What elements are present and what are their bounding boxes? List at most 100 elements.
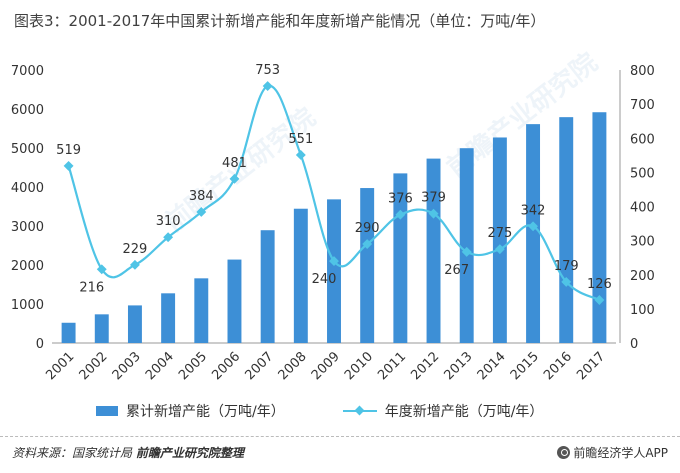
right-tick-label: 100 — [630, 303, 655, 318]
data-label: 310 — [156, 214, 181, 229]
data-label: 379 — [421, 191, 446, 206]
left-tick-label: 1000 — [11, 298, 44, 313]
left-tick-label: 3000 — [11, 220, 44, 235]
brand: 前瞻经济学人APP — [557, 444, 668, 461]
x-tick-label: 2009 — [309, 349, 343, 383]
line-series — [63, 81, 605, 305]
legend-label-cumulative: 累计新增产能（万吨/年） — [126, 404, 285, 420]
x-tick-label: 2010 — [342, 349, 376, 383]
data-label: 376 — [388, 192, 413, 207]
bar — [459, 148, 474, 343]
bar — [293, 208, 308, 343]
right-tick-label: 400 — [630, 201, 655, 216]
legend-item-annual: 年度新增产能（万吨/年） — [342, 401, 544, 421]
footer-divider — [0, 436, 680, 437]
data-label: 229 — [123, 242, 148, 257]
left-tick-label: 4000 — [11, 181, 44, 196]
line-point — [428, 208, 439, 219]
bar — [360, 188, 375, 343]
bar — [327, 199, 341, 343]
source-note: 资料来源：国家统计局 前瞻产业研究院整理 — [12, 444, 244, 461]
data-label: 179 — [554, 259, 579, 274]
bar — [94, 314, 109, 343]
x-tick-label: 2006 — [209, 349, 243, 383]
x-tick-label: 2015 — [508, 349, 542, 383]
line-point — [395, 209, 406, 220]
right-tick-label: 0 — [630, 337, 638, 352]
x-tick-label: 2016 — [541, 349, 575, 383]
line-point — [129, 259, 140, 270]
right-tick-label: 500 — [630, 166, 655, 181]
data-label: 240 — [312, 272, 337, 287]
line-point — [163, 232, 174, 243]
data-labels: 519 216 229 310 384 481 753 551 240 290 376 379 267 2… — [56, 63, 612, 295]
bar — [492, 137, 507, 343]
data-label: 267 — [444, 263, 469, 278]
line-point — [362, 239, 373, 249]
x-tick-label: 2004 — [143, 349, 177, 383]
source-label: 资料来源： — [12, 446, 73, 460]
x-tick-label: 2011 — [375, 349, 409, 383]
legend-item-cumulative: 累计新增产能（万吨/年） — [96, 401, 285, 421]
bar — [194, 278, 209, 343]
left-tick-label: 5000 — [11, 142, 44, 157]
bar — [161, 293, 176, 343]
bar-series — [61, 112, 607, 343]
line-point — [229, 173, 240, 184]
line-point — [561, 276, 572, 287]
source-org: 前瞻产业研究院整理 — [135, 446, 244, 460]
data-label: 342 — [521, 203, 546, 218]
line-point — [63, 160, 74, 171]
right-tick-label: 700 — [630, 98, 655, 113]
bar — [426, 158, 441, 343]
data-label: 126 — [587, 277, 612, 292]
right-tick-label: 600 — [630, 132, 655, 147]
right-tick-label: 200 — [630, 269, 655, 284]
brand-logo-icon — [557, 446, 571, 459]
x-tick-label: 2001 — [43, 349, 77, 383]
legend-line-swatch — [342, 406, 377, 416]
bar — [526, 124, 541, 343]
line-point — [528, 221, 539, 232]
bar — [260, 230, 275, 343]
legend: 累计新增产能（万吨/年） 年度新增产能（万吨/年） — [96, 401, 543, 421]
bar — [559, 117, 574, 343]
brand-name: 前瞻经济学人APP — [573, 446, 668, 460]
line-point — [594, 295, 605, 305]
x-tick-label: 2014 — [475, 349, 509, 383]
line-point — [329, 256, 339, 267]
data-label: 481 — [222, 156, 247, 171]
legend-bar-swatch — [96, 406, 118, 416]
line-point — [494, 244, 505, 255]
chart-title: 图表3：2001-2017年中国累计新增产能和年度新增产能情况（单位：万吨/年） — [14, 12, 546, 30]
combo-chart: 0 1000 2000 3000 4000 5000 6000 7000 0 100 200 300… — [11, 63, 655, 383]
x-tick-label: 2002 — [77, 349, 111, 383]
x-tick-label: 2007 — [242, 349, 276, 383]
data-label: 519 — [56, 143, 81, 158]
x-tick-label: 2017 — [574, 349, 608, 383]
x-tick-label: 2013 — [442, 349, 476, 383]
annual-line — [67, 84, 600, 302]
left-tick-label: 0 — [36, 337, 44, 352]
right-tick-label: 300 — [630, 235, 655, 250]
left-axis: 0 1000 2000 3000 4000 5000 6000 7000 — [11, 64, 44, 352]
bar — [592, 112, 607, 343]
x-tick-label: 2008 — [276, 349, 310, 383]
line-point — [196, 207, 207, 217]
right-axis: 0 100 200 300 400 500 600 700 800 — [619, 64, 655, 352]
bar — [61, 322, 76, 343]
data-label: 216 — [79, 280, 104, 295]
x-tick-label: 2003 — [110, 349, 144, 383]
x-tick-label: 2005 — [176, 349, 210, 383]
legend-label-annual: 年度新增产能（万吨/年） — [384, 404, 544, 420]
line-point — [461, 246, 472, 257]
data-label: 275 — [487, 226, 512, 241]
x-axis: 2001 2002 2003 2004 2005 2006 2007 2008 2009 2010… — [43, 342, 616, 383]
data-label: 290 — [355, 221, 380, 236]
data-label: 753 — [255, 63, 280, 78]
bar — [127, 305, 142, 343]
left-tick-label: 6000 — [11, 103, 44, 118]
x-tick-label: 2012 — [408, 349, 442, 383]
data-label: 551 — [288, 132, 313, 147]
source-text: 国家统计局 — [72, 446, 133, 460]
